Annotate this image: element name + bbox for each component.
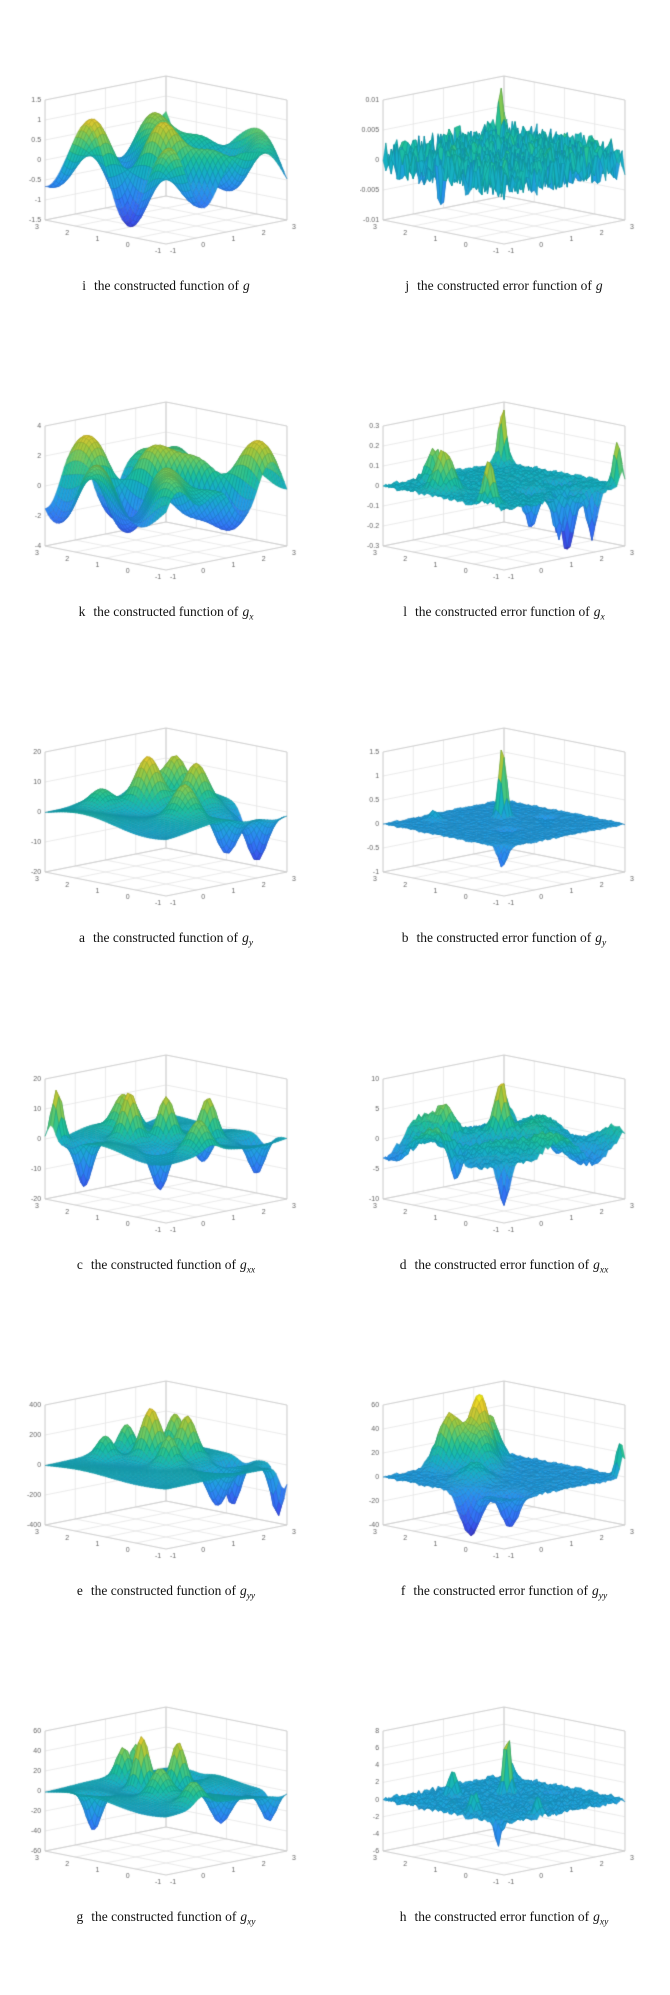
surface-plot-canvas <box>22 1328 310 1569</box>
caption-function-symbol: g <box>593 1908 600 1924</box>
caption-letter: h <box>399 1908 407 1924</box>
caption-text: the constructed error function of <box>417 278 592 293</box>
caption-function-subscript: yy <box>598 1591 608 1602</box>
figure-caption: b the constructed error function of gy <box>401 930 607 950</box>
caption-text: the constructed error function of <box>414 1908 590 1924</box>
caption-function-subscript: x <box>600 612 605 623</box>
figure-page: i the constructed function of g j the const… <box>22 24 648 1928</box>
surface-plot-canvas <box>360 676 648 917</box>
caption-function-subscript: yy <box>246 1591 256 1602</box>
figure-cell: b the constructed error function of gy <box>360 676 648 950</box>
caption-function-subscript: xx <box>599 1265 609 1276</box>
surface-plot-canvas <box>360 1654 648 1895</box>
caption-function-symbol: g <box>243 278 250 293</box>
surface-plot-canvas <box>22 24 310 264</box>
figure-cell: l the constructed error function of gx <box>360 350 648 623</box>
caption-letter: j <box>405 278 410 293</box>
figure-grid: i the constructed function of g j the const… <box>22 24 648 1928</box>
figure-caption: c the constructed function of gxx <box>76 1256 256 1276</box>
caption-text: the constructed function of <box>92 930 239 946</box>
surface-plot-canvas <box>360 350 648 591</box>
caption-text: the constructed error function of <box>413 1582 588 1598</box>
caption-letter: b <box>401 930 409 946</box>
figure-cell: h the constructed error function of gxy <box>360 1654 648 1928</box>
surface-plot-canvas <box>360 1328 648 1569</box>
caption-letter: g <box>76 1908 84 1924</box>
figure-cell: k the constructed function of gx <box>22 350 310 623</box>
surface-plot-canvas <box>22 350 310 591</box>
figure-caption: l the constructed error function of gx <box>403 604 605 623</box>
caption-letter: d <box>399 1256 407 1272</box>
figure-cell: f the constructed error function of gyy <box>360 1328 648 1602</box>
figure-caption: a the constructed function of gy <box>78 930 254 950</box>
caption-function-symbol: g <box>240 1908 248 1924</box>
surface-plot-canvas <box>360 1002 648 1243</box>
figure-caption: k the constructed function of gx <box>78 604 254 623</box>
figure-caption: d the constructed error function of gxx <box>399 1256 609 1276</box>
figure-cell: i the constructed function of g <box>22 24 310 294</box>
caption-text: the constructed function of <box>91 1908 237 1924</box>
caption-text: the constructed error function of <box>415 604 590 620</box>
caption-function-subscript: y <box>601 939 607 950</box>
caption-letter: k <box>78 604 86 620</box>
surface-plot-canvas <box>22 1654 310 1895</box>
caption-letter: l <box>403 604 408 620</box>
figure-caption: e the constructed function of gyy <box>76 1582 256 1602</box>
caption-function-symbol: g <box>239 1256 247 1272</box>
figure-caption: h the constructed error function of gxy <box>399 1908 609 1928</box>
caption-text: the constructed error function of <box>414 1256 590 1272</box>
figure-cell: j the constructed error function of g <box>360 24 648 294</box>
figure-cell: e the constructed function of gyy <box>22 1328 310 1602</box>
caption-function-subscript: y <box>248 939 254 950</box>
caption-function-symbol: g <box>239 1582 247 1598</box>
caption-function-subscript: xy <box>599 1917 609 1928</box>
caption-letter: f <box>400 1582 406 1598</box>
caption-function-subscript: xy <box>247 1917 256 1928</box>
figure-cell: a the constructed function of gy <box>22 676 310 950</box>
surface-plot-canvas <box>22 676 310 917</box>
caption-text: the constructed error function of <box>416 930 592 946</box>
caption-function-symbol: g <box>593 1256 600 1272</box>
caption-text: the constructed function of <box>90 1582 236 1598</box>
figure-caption: f the constructed error function of gyy <box>400 1582 608 1602</box>
surface-plot-canvas <box>22 1002 310 1243</box>
figure-caption: i the constructed function of g <box>82 278 250 294</box>
caption-letter: c <box>76 1256 83 1272</box>
caption-function-symbol: g <box>595 930 602 946</box>
figure-caption: g the constructed function of gxy <box>76 1908 256 1928</box>
caption-function-symbol: g <box>242 604 250 620</box>
caption-letter: i <box>82 278 86 293</box>
caption-text: the constructed function of <box>93 604 239 620</box>
figure-cell: g the constructed function of gxy <box>22 1654 310 1928</box>
caption-function-symbol: g <box>593 604 601 620</box>
caption-function-symbol: g <box>242 930 249 946</box>
caption-text: the constructed function of <box>93 278 240 293</box>
caption-function-subscript: x <box>249 612 254 623</box>
caption-function-subscript: xx <box>246 1265 256 1276</box>
caption-letter: e <box>76 1582 83 1598</box>
figure-cell: d the constructed error function of gxx <box>360 1002 648 1276</box>
caption-function-symbol: g <box>592 1582 599 1598</box>
figure-cell: c the constructed function of gxx <box>22 1002 310 1276</box>
caption-letter: a <box>78 930 85 946</box>
figure-caption: j the constructed error function of g <box>405 278 602 294</box>
surface-plot-canvas <box>360 24 648 264</box>
caption-function-symbol: g <box>595 278 603 293</box>
caption-text: the constructed function of <box>90 1256 236 1272</box>
